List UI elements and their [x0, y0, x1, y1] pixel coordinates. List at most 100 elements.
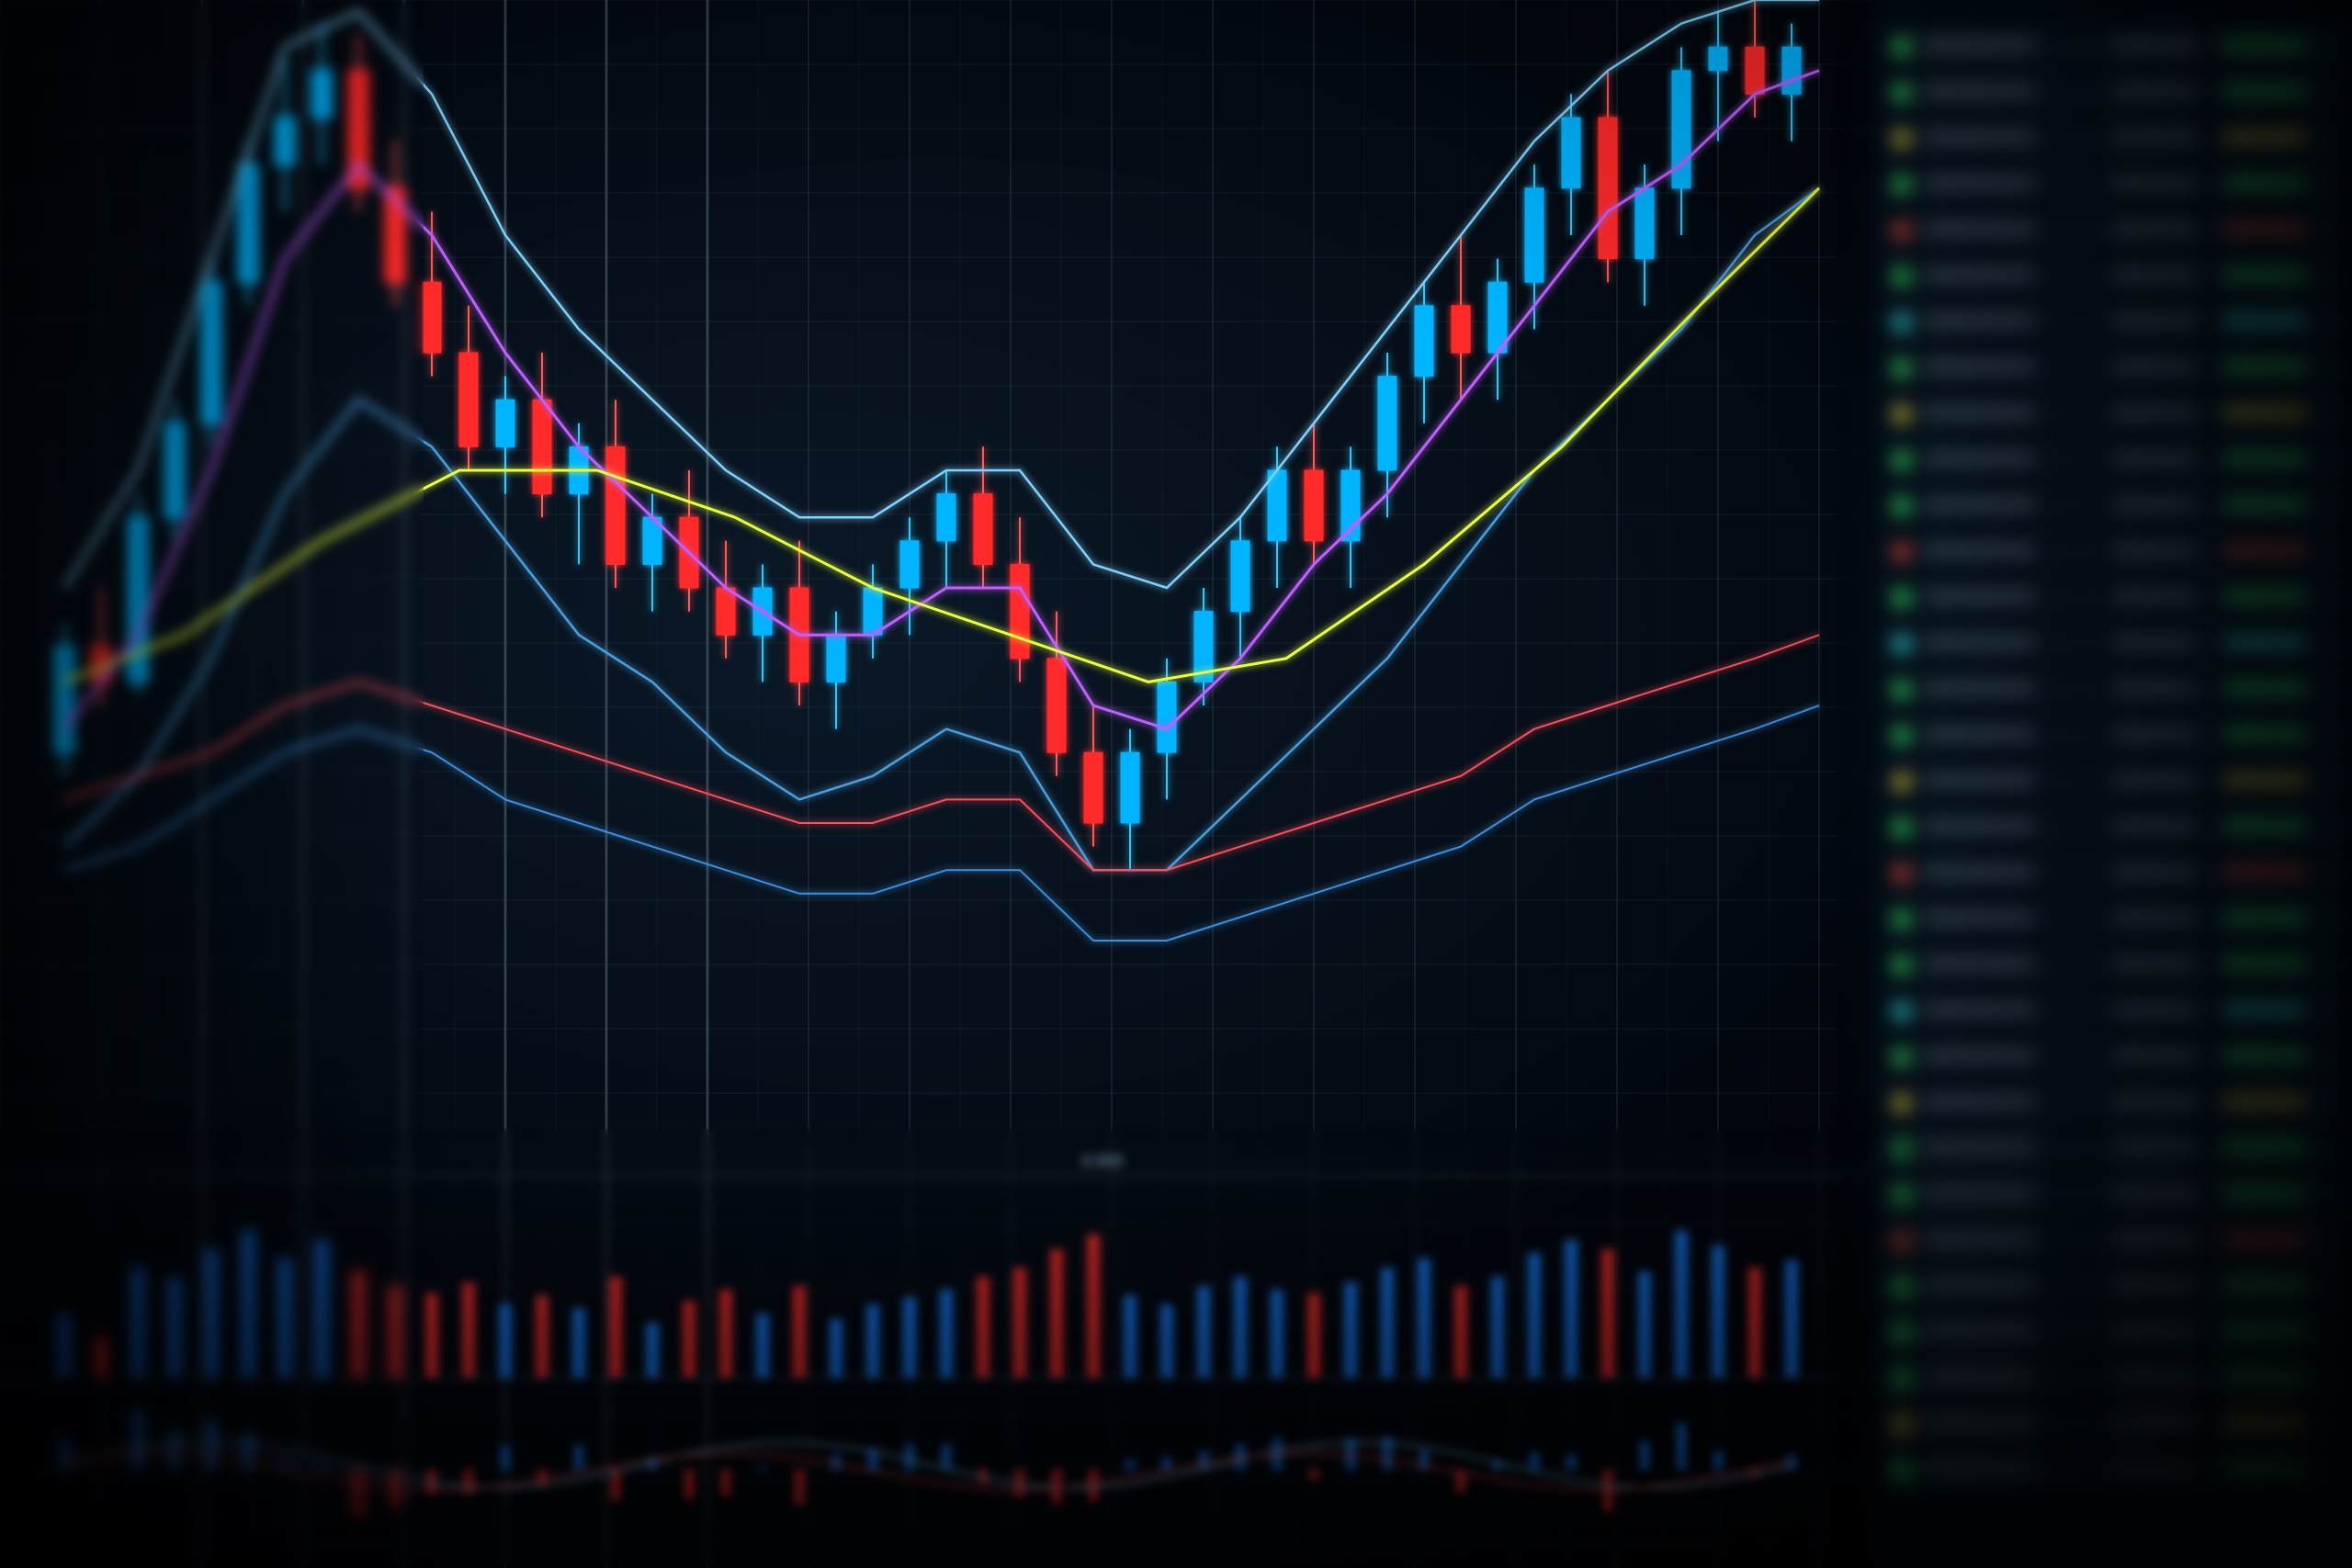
volume-bar — [977, 1277, 989, 1378]
macd-bar — [354, 1470, 363, 1517]
candle-body — [1121, 752, 1139, 823]
watchlist-symbol-blur — [1925, 1093, 2035, 1110]
candle-body — [1782, 47, 1801, 94]
macd-bar — [1199, 1451, 1208, 1470]
watchlist-symbol-blur — [1925, 266, 2035, 283]
volume-bar — [499, 1304, 512, 1378]
axis-tick-label: 0.000 — [1081, 1152, 1123, 1170]
status-dot-icon — [1894, 1096, 1909, 1111]
volume-bar — [95, 1337, 107, 1378]
watchlist-price-blur — [2113, 220, 2196, 237]
volume-bar — [1712, 1246, 1724, 1378]
watchlist-symbol-blur — [1925, 312, 2035, 329]
volume-bar — [572, 1308, 585, 1378]
watchlist-symbol-blur — [1925, 772, 2035, 788]
watchlist-change-blur — [2223, 634, 2306, 650]
candle-body — [937, 494, 956, 541]
watchlist-symbol-blur — [1925, 588, 2035, 604]
watchlist-price-blur — [2113, 634, 2196, 650]
status-dot-icon — [1894, 499, 1909, 513]
candle-body — [1746, 47, 1764, 94]
status-dot-icon — [1894, 223, 1909, 238]
oscillator-red — [64, 635, 1819, 870]
candle-body — [1672, 71, 1690, 188]
watchlist-symbol-blur — [1925, 1001, 2035, 1018]
watchlist-change-blur — [2223, 358, 2306, 375]
watchlist-price-blur — [2113, 83, 2196, 99]
watchlist-change-blur — [2223, 220, 2306, 237]
volume-bar — [205, 1249, 218, 1378]
status-dot-icon — [1894, 820, 1909, 835]
candle-body — [55, 647, 74, 752]
watchlist-change-blur — [2223, 129, 2306, 145]
watchlist-panel[interactable] — [1874, 0, 2352, 1568]
watchlist-symbol-blur — [1925, 955, 2035, 972]
candle-body — [827, 635, 845, 682]
watchlist-change-blur — [2223, 772, 2306, 788]
volume-bar — [646, 1323, 659, 1378]
watchlist-price-blur — [2113, 1231, 2196, 1247]
volume-bar — [315, 1240, 328, 1378]
watchlist-change-blur — [2223, 542, 2306, 558]
macd-bar — [1640, 1441, 1649, 1470]
status-dot-icon — [1894, 407, 1909, 422]
watchlist-price-blur — [2113, 1093, 2196, 1110]
watchlist-price-blur — [2113, 1185, 2196, 1201]
macd-bar — [1383, 1437, 1392, 1470]
volume-bar — [1418, 1258, 1430, 1378]
volume-panel — [58, 1231, 1798, 1378]
volume-bar — [1601, 1249, 1614, 1378]
watchlist-price-blur — [2113, 404, 2196, 421]
watchlist-symbol-blur — [1925, 1323, 2035, 1339]
watchlist-symbol-blur — [1925, 1415, 2035, 1431]
watchlist-change-blur — [2223, 1231, 2306, 1247]
watchlist-symbol-blur — [1925, 863, 2035, 880]
candle-body — [496, 400, 514, 446]
moving-average-slow — [64, 188, 1819, 682]
macd-panel — [0, 1409, 1874, 1517]
volume-bar — [866, 1304, 879, 1378]
status-dot-icon — [1894, 1371, 1909, 1386]
oscillator-blue — [64, 705, 1819, 941]
candle-body — [276, 118, 294, 164]
status-dot-icon — [1894, 545, 1909, 559]
status-dot-icon — [1894, 1050, 1909, 1065]
volume-bar — [1124, 1295, 1136, 1378]
candle-body — [1084, 752, 1102, 823]
watchlist-change-blur — [2223, 1461, 2306, 1477]
watchlist-price-blur — [2113, 1001, 2196, 1018]
chart-canvas[interactable]: 0.000 — [0, 0, 2352, 1568]
macd-bar — [1125, 1461, 1135, 1470]
watchlist-symbol-blur — [1925, 1369, 2035, 1385]
watchlist-symbol-blur — [1925, 1047, 2035, 1064]
macd-bar — [464, 1470, 473, 1495]
macd-bar — [1677, 1423, 1686, 1470]
status-dot-icon — [1894, 774, 1909, 789]
watchlist-symbol-blur — [1925, 175, 2035, 191]
volume-bar — [278, 1258, 291, 1378]
status-dot-icon — [1894, 453, 1909, 468]
macd-bar — [537, 1470, 547, 1486]
watchlist-price-blur — [2113, 1277, 2196, 1293]
status-dot-icon — [1894, 728, 1909, 743]
candle-body — [1635, 188, 1654, 259]
watchlist-symbol-blur — [1925, 1139, 2035, 1156]
volume-bar — [609, 1277, 622, 1378]
status-dot-icon — [1894, 1142, 1909, 1156]
watchlist-price-blur — [2113, 955, 2196, 972]
watchlist-change-blur — [2223, 726, 2306, 742]
status-dot-icon — [1894, 1463, 1909, 1478]
candle-body — [129, 517, 147, 682]
watchlist-change-blur — [2223, 1047, 2306, 1064]
watchlist-change-blur — [2223, 1093, 2306, 1110]
candle-body — [1047, 659, 1066, 752]
volume-bar — [1197, 1286, 1210, 1378]
candle-body — [423, 282, 441, 353]
watchlist-change-blur — [2223, 450, 2306, 467]
status-dot-icon — [1894, 591, 1909, 605]
candle-body — [606, 446, 625, 564]
volume-bar — [903, 1297, 916, 1378]
status-dot-icon — [1894, 682, 1909, 697]
watchlist-price-blur — [2113, 1415, 2196, 1431]
watchlist-price-blur — [2113, 588, 2196, 604]
